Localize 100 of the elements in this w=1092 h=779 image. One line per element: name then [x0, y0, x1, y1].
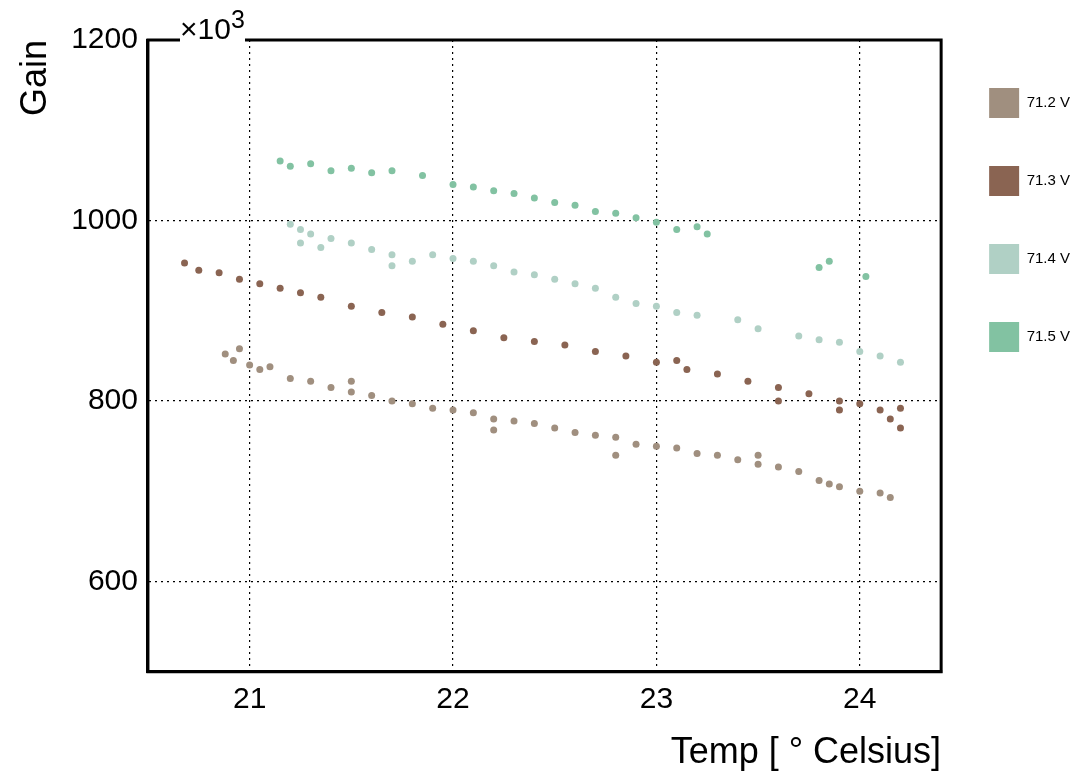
- point: [795, 332, 803, 340]
- point: [612, 293, 620, 301]
- point: [652, 218, 660, 226]
- point: [276, 284, 284, 292]
- point: [388, 397, 396, 405]
- point: [896, 424, 904, 432]
- point: [215, 269, 223, 277]
- y-tick-label: 800: [87, 382, 138, 416]
- point: [181, 259, 189, 267]
- point: [469, 327, 477, 335]
- point: [429, 404, 437, 412]
- point: [327, 383, 335, 391]
- x-tick-label: 22: [436, 681, 470, 715]
- point: [896, 404, 904, 412]
- point: [734, 456, 742, 464]
- point: [530, 337, 538, 345]
- point: [408, 313, 416, 321]
- point: [286, 374, 294, 382]
- x-tick-label: 24: [843, 681, 877, 715]
- point: [774, 383, 782, 391]
- point: [347, 239, 355, 247]
- point: [632, 214, 640, 222]
- y-tick-label: 1000: [71, 201, 138, 235]
- point: [673, 444, 681, 452]
- point: [612, 451, 620, 459]
- legend-label: 71.2 V: [1026, 93, 1071, 111]
- point: [652, 358, 660, 366]
- y-tick-label: 1200: [71, 21, 138, 55]
- x-tick-label: 21: [232, 681, 267, 715]
- point: [673, 356, 681, 364]
- point: [469, 409, 477, 417]
- point: [286, 162, 294, 170]
- point: [530, 194, 538, 202]
- point: [754, 451, 762, 459]
- point: [490, 187, 498, 195]
- point: [307, 230, 315, 238]
- point: [571, 429, 579, 437]
- point: [347, 302, 355, 310]
- point: [754, 325, 762, 333]
- point: [419, 171, 427, 179]
- point: [235, 275, 243, 283]
- point: [195, 266, 203, 274]
- point: [388, 262, 396, 270]
- point: [429, 251, 437, 259]
- point: [886, 415, 894, 423]
- point: [703, 230, 711, 238]
- point: [856, 347, 864, 355]
- point: [307, 160, 315, 168]
- point: [368, 169, 376, 177]
- point: [307, 377, 315, 385]
- point: [469, 183, 477, 191]
- point: [551, 275, 559, 283]
- point: [368, 392, 376, 400]
- point: [296, 226, 304, 234]
- annotation: ×10$^{3}$: [180, 5, 245, 45]
- point: [221, 350, 229, 358]
- point: [835, 406, 843, 414]
- point: [612, 209, 620, 217]
- point: [449, 254, 457, 262]
- point: [490, 415, 498, 423]
- point: [713, 451, 721, 459]
- point: [734, 316, 742, 324]
- point: [632, 440, 640, 448]
- point: [551, 424, 559, 432]
- legend-label: 71.5 V: [1026, 327, 1071, 345]
- y-axis-title: Gain: [12, 40, 54, 117]
- point: [449, 180, 457, 188]
- point: [347, 388, 355, 396]
- point: [795, 467, 803, 475]
- point: [469, 257, 477, 265]
- point: [673, 226, 681, 234]
- point: [805, 390, 813, 398]
- point: [317, 244, 325, 252]
- point: [652, 302, 660, 310]
- point: [835, 397, 843, 405]
- point: [347, 377, 355, 385]
- point: [510, 417, 518, 425]
- point: [612, 433, 620, 441]
- point: [856, 487, 864, 495]
- point: [551, 198, 559, 206]
- legend-label: 71.4 V: [1026, 249, 1071, 267]
- point: [246, 361, 254, 369]
- point: [368, 245, 376, 253]
- point: [591, 284, 599, 292]
- point: [388, 167, 396, 175]
- point: [896, 358, 904, 366]
- point: [622, 352, 630, 360]
- point: [754, 460, 762, 468]
- point: [825, 257, 833, 265]
- point: [256, 280, 264, 288]
- point: [591, 207, 599, 215]
- x-axis-title: Temp [ ° Celsius]: [670, 730, 942, 772]
- point: [815, 263, 823, 271]
- point: [835, 338, 843, 346]
- point: [490, 262, 498, 270]
- point: [296, 289, 304, 297]
- point: [408, 257, 416, 265]
- point: [693, 449, 701, 457]
- point: [693, 311, 701, 319]
- point: [510, 268, 518, 276]
